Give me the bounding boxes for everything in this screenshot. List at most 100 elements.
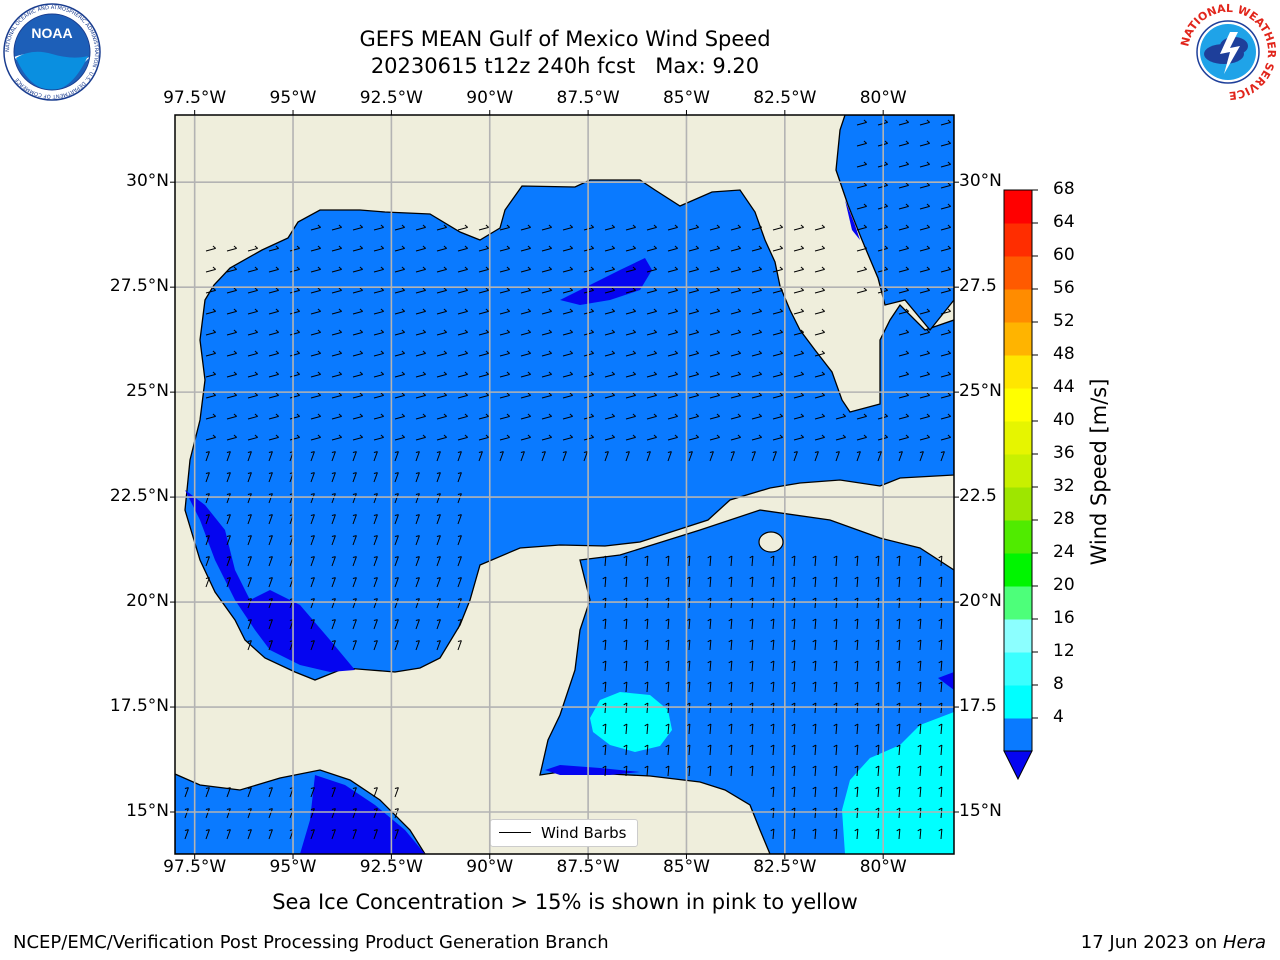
- wind-barb: [436, 308, 447, 315]
- wind-barb: [205, 514, 210, 525]
- colorbar-tick-label: 52: [1053, 311, 1075, 331]
- wind-barb: [205, 350, 216, 357]
- wind-barb: [833, 555, 838, 567]
- wind-barb: [856, 266, 867, 273]
- wind-barb: [415, 245, 426, 252]
- colorbar-underflow: [1003, 750, 1033, 781]
- wind-barb: [541, 245, 552, 252]
- wind-barb: [854, 786, 859, 798]
- wind-barb: [184, 787, 189, 798]
- wind-barb: [226, 535, 231, 546]
- wind-barb: [644, 765, 649, 777]
- wind-barb: [331, 640, 336, 651]
- wind-barb: [499, 392, 510, 399]
- wind-barb: [205, 329, 216, 336]
- wind-barb: [268, 350, 279, 357]
- wind-barb: [331, 371, 342, 378]
- wind-barb: [352, 266, 363, 273]
- wind-barb: [226, 808, 231, 819]
- wind-barb: [562, 245, 573, 252]
- wind-barb: [436, 535, 441, 546]
- wind-barb: [875, 639, 880, 651]
- wind-barb: [247, 413, 258, 420]
- wind-barb: [793, 245, 804, 252]
- wind-barb: [791, 597, 796, 609]
- wind-barb: [457, 556, 462, 567]
- wind-barb: [667, 308, 678, 315]
- wind-barb: [331, 413, 342, 420]
- wind-barb: [938, 765, 943, 777]
- wind-barb: [707, 681, 712, 693]
- wind-barb: [394, 598, 399, 609]
- low-speed-region: [545, 765, 640, 775]
- wind-barb: [896, 807, 901, 819]
- wind-barb: [940, 392, 951, 399]
- wind-barb: [728, 639, 733, 651]
- wind-barb: [938, 597, 943, 609]
- wind-barb: [457, 287, 468, 294]
- wind-barb: [665, 681, 670, 693]
- wind-barb: [709, 329, 720, 336]
- wind-barb: [940, 182, 951, 189]
- wind-barb: [436, 434, 447, 441]
- wind-barb: [457, 619, 462, 630]
- wind-barb: [602, 744, 607, 756]
- wind-barb: [707, 597, 712, 609]
- wind-barb: [205, 287, 216, 294]
- wind-barb: [854, 555, 859, 567]
- wind-barb: [772, 224, 783, 231]
- wind-barb: [749, 681, 754, 693]
- wind-barb: [644, 639, 649, 651]
- wind-barb: [917, 660, 922, 672]
- wind-barb: [478, 245, 489, 252]
- wind-barb: [793, 308, 804, 315]
- wind-barb: [268, 577, 273, 588]
- lon-label: 80°W: [859, 88, 907, 108]
- lat-label: 30°N: [959, 171, 1002, 192]
- wind-barb: [184, 829, 189, 840]
- wind-barb: [373, 413, 384, 420]
- wind-barb: [644, 723, 649, 735]
- wind-barb: [310, 392, 321, 399]
- wind-barb: [373, 829, 378, 840]
- wind-barb: [436, 577, 441, 588]
- wind-barb: [623, 723, 628, 735]
- wind-barb: [812, 723, 817, 735]
- wind-barb: [457, 598, 462, 609]
- wind-barb: [625, 245, 636, 252]
- wind-barb: [812, 597, 817, 609]
- colorbar-segment: [1004, 718, 1032, 752]
- wind-barb: [457, 329, 468, 336]
- wind-barb: [541, 329, 552, 336]
- wind-barb: [917, 702, 922, 714]
- wind-barb: [814, 371, 825, 378]
- wind-barb: [833, 723, 838, 735]
- wind-barb: [917, 639, 922, 651]
- wind-barb: [625, 371, 636, 378]
- wind-barb: [854, 618, 859, 630]
- wind-barb: [205, 266, 216, 273]
- wind-barb: [310, 472, 315, 483]
- wind-barb: [289, 413, 300, 420]
- wind-barb: [875, 828, 880, 840]
- wind-barb: [310, 434, 321, 441]
- wind-barb: [625, 392, 636, 399]
- wind-barb: [352, 556, 357, 567]
- wind-barb: [770, 555, 775, 567]
- wind-barb: [917, 576, 922, 588]
- colorbar-tick-label: 32: [1053, 476, 1075, 496]
- wind-barb: [791, 681, 796, 693]
- wind-barb: [268, 413, 279, 420]
- wind-barb: [415, 640, 420, 651]
- wind-barb: [772, 308, 783, 315]
- wind-barb: [812, 576, 817, 588]
- lon-label: 82.5°W: [753, 88, 817, 108]
- wind-barb: [793, 224, 804, 231]
- wind-barb: [373, 514, 378, 525]
- wind-barb: [812, 681, 817, 693]
- wind-barb: [772, 434, 783, 441]
- wind-barb: [856, 182, 867, 189]
- wind-barb: [896, 786, 901, 798]
- wind-barb: [394, 577, 399, 588]
- map-frame: [174, 114, 955, 855]
